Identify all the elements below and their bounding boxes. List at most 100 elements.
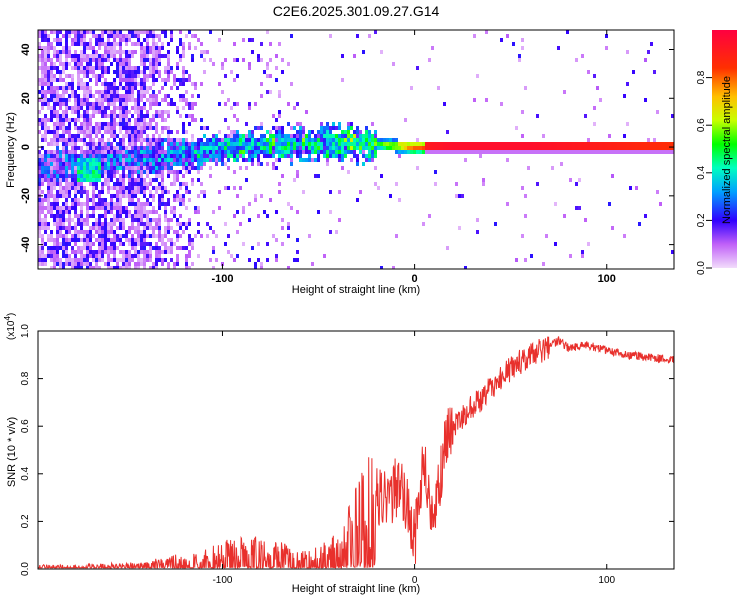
heatmap-cell bbox=[68, 30, 71, 34]
heatmap-cell bbox=[158, 186, 161, 190]
heatmap-cell bbox=[74, 262, 77, 266]
heatmap-cell bbox=[125, 82, 128, 86]
heatmap-cell bbox=[83, 178, 86, 182]
heatmap-cell bbox=[131, 254, 134, 258]
heatmap-cell bbox=[116, 106, 119, 110]
heatmap-cell bbox=[158, 114, 161, 118]
heatmap-cell bbox=[62, 234, 65, 238]
heatmap-cell bbox=[155, 62, 158, 66]
heatmap-cell bbox=[152, 38, 155, 42]
heatmap-cell bbox=[458, 142, 461, 146]
heatmap-cell bbox=[119, 38, 122, 42]
heatmap-cell bbox=[224, 138, 227, 142]
heatmap-cell bbox=[194, 210, 197, 214]
heatmap-cell bbox=[170, 258, 173, 262]
heatmap-cell bbox=[137, 198, 140, 202]
heatmap-cell bbox=[353, 150, 356, 154]
heatmap-cell bbox=[197, 158, 200, 162]
heatmap-cell bbox=[245, 134, 248, 138]
heatmap-cell bbox=[173, 242, 176, 246]
heatmap-cell bbox=[89, 138, 92, 142]
heatmap-cell bbox=[131, 130, 134, 134]
spectrogram-x-tick-label: 100 bbox=[598, 273, 616, 285]
heatmap-cell bbox=[62, 154, 65, 158]
heatmap-cell bbox=[149, 86, 152, 90]
heatmap-cell bbox=[44, 154, 47, 158]
heatmap-cell bbox=[206, 146, 209, 150]
heatmap-cell bbox=[587, 150, 590, 154]
heatmap-cell bbox=[188, 242, 191, 246]
heatmap-cell bbox=[77, 58, 80, 62]
heatmap-cell bbox=[293, 150, 296, 154]
heatmap-cell bbox=[62, 78, 65, 82]
heatmap-cell bbox=[161, 54, 164, 58]
heatmap-cell bbox=[266, 162, 269, 166]
heatmap-cell bbox=[272, 146, 275, 150]
heatmap-cell bbox=[287, 234, 290, 238]
heatmap-cell bbox=[56, 262, 59, 266]
heatmap-cell bbox=[251, 50, 254, 54]
heatmap-cell bbox=[596, 146, 599, 150]
heatmap-cell bbox=[194, 102, 197, 106]
heatmap-cell bbox=[41, 178, 44, 182]
heatmap-cell bbox=[38, 150, 41, 154]
heatmap-cell bbox=[275, 258, 278, 262]
heatmap-cell bbox=[101, 94, 104, 98]
heatmap-cell bbox=[539, 150, 542, 154]
heatmap-cell bbox=[170, 66, 173, 70]
heatmap-cell bbox=[89, 206, 92, 210]
heatmap-cell bbox=[131, 198, 134, 202]
heatmap-cell bbox=[230, 150, 233, 154]
heatmap-cell bbox=[83, 166, 86, 170]
heatmap-cell bbox=[362, 134, 365, 138]
heatmap-cell bbox=[44, 94, 47, 98]
heatmap-cell bbox=[131, 106, 134, 110]
heatmap-cell bbox=[47, 46, 50, 50]
heatmap-cell bbox=[170, 206, 173, 210]
heatmap-cell bbox=[50, 30, 53, 34]
heatmap-cell bbox=[146, 30, 149, 34]
heatmap-cell bbox=[170, 250, 173, 254]
heatmap-cell bbox=[116, 114, 119, 118]
heatmap-cell bbox=[380, 142, 383, 146]
heatmap-cell bbox=[521, 234, 524, 238]
heatmap-cell bbox=[197, 38, 200, 42]
heatmap-cell bbox=[347, 150, 350, 154]
heatmap-cell bbox=[110, 174, 113, 178]
heatmap-cell bbox=[80, 130, 83, 134]
heatmap-cell bbox=[134, 70, 137, 74]
heatmap-cell bbox=[191, 94, 194, 98]
heatmap-cell bbox=[53, 62, 56, 66]
heatmap-cell bbox=[59, 102, 62, 106]
heatmap-cell bbox=[239, 138, 242, 142]
heatmap-cell bbox=[140, 150, 143, 154]
heatmap-cell bbox=[161, 182, 164, 186]
heatmap-cell bbox=[41, 134, 44, 138]
heatmap-cell bbox=[146, 170, 149, 174]
heatmap-cell bbox=[86, 146, 89, 150]
heatmap-cell bbox=[671, 150, 674, 154]
heatmap-cell bbox=[71, 110, 74, 114]
heatmap-cell bbox=[158, 154, 161, 158]
heatmap-cell bbox=[515, 142, 518, 146]
heatmap-cell bbox=[77, 178, 80, 182]
heatmap-cell bbox=[203, 190, 206, 194]
heatmap-cell bbox=[104, 202, 107, 206]
heatmap-cell bbox=[137, 150, 140, 154]
heatmap-cell bbox=[188, 74, 191, 78]
heatmap-cell bbox=[83, 130, 86, 134]
heatmap-cell bbox=[92, 110, 95, 114]
heatmap-cell bbox=[53, 182, 56, 186]
colorbar: 0.00.20.40.60.8 Normalized spectral ampl… bbox=[696, 30, 737, 275]
heatmap-cell bbox=[131, 170, 134, 174]
heatmap-cell bbox=[56, 210, 59, 214]
heatmap-cell bbox=[281, 154, 284, 158]
heatmap-cell bbox=[89, 134, 92, 138]
heatmap-cell bbox=[104, 166, 107, 170]
heatmap-cell bbox=[329, 190, 332, 194]
heatmap-cell bbox=[179, 38, 182, 42]
heatmap-cell bbox=[56, 150, 59, 154]
heatmap-cell bbox=[440, 150, 443, 154]
heatmap-cell bbox=[59, 70, 62, 74]
heatmap-cell bbox=[257, 258, 260, 262]
